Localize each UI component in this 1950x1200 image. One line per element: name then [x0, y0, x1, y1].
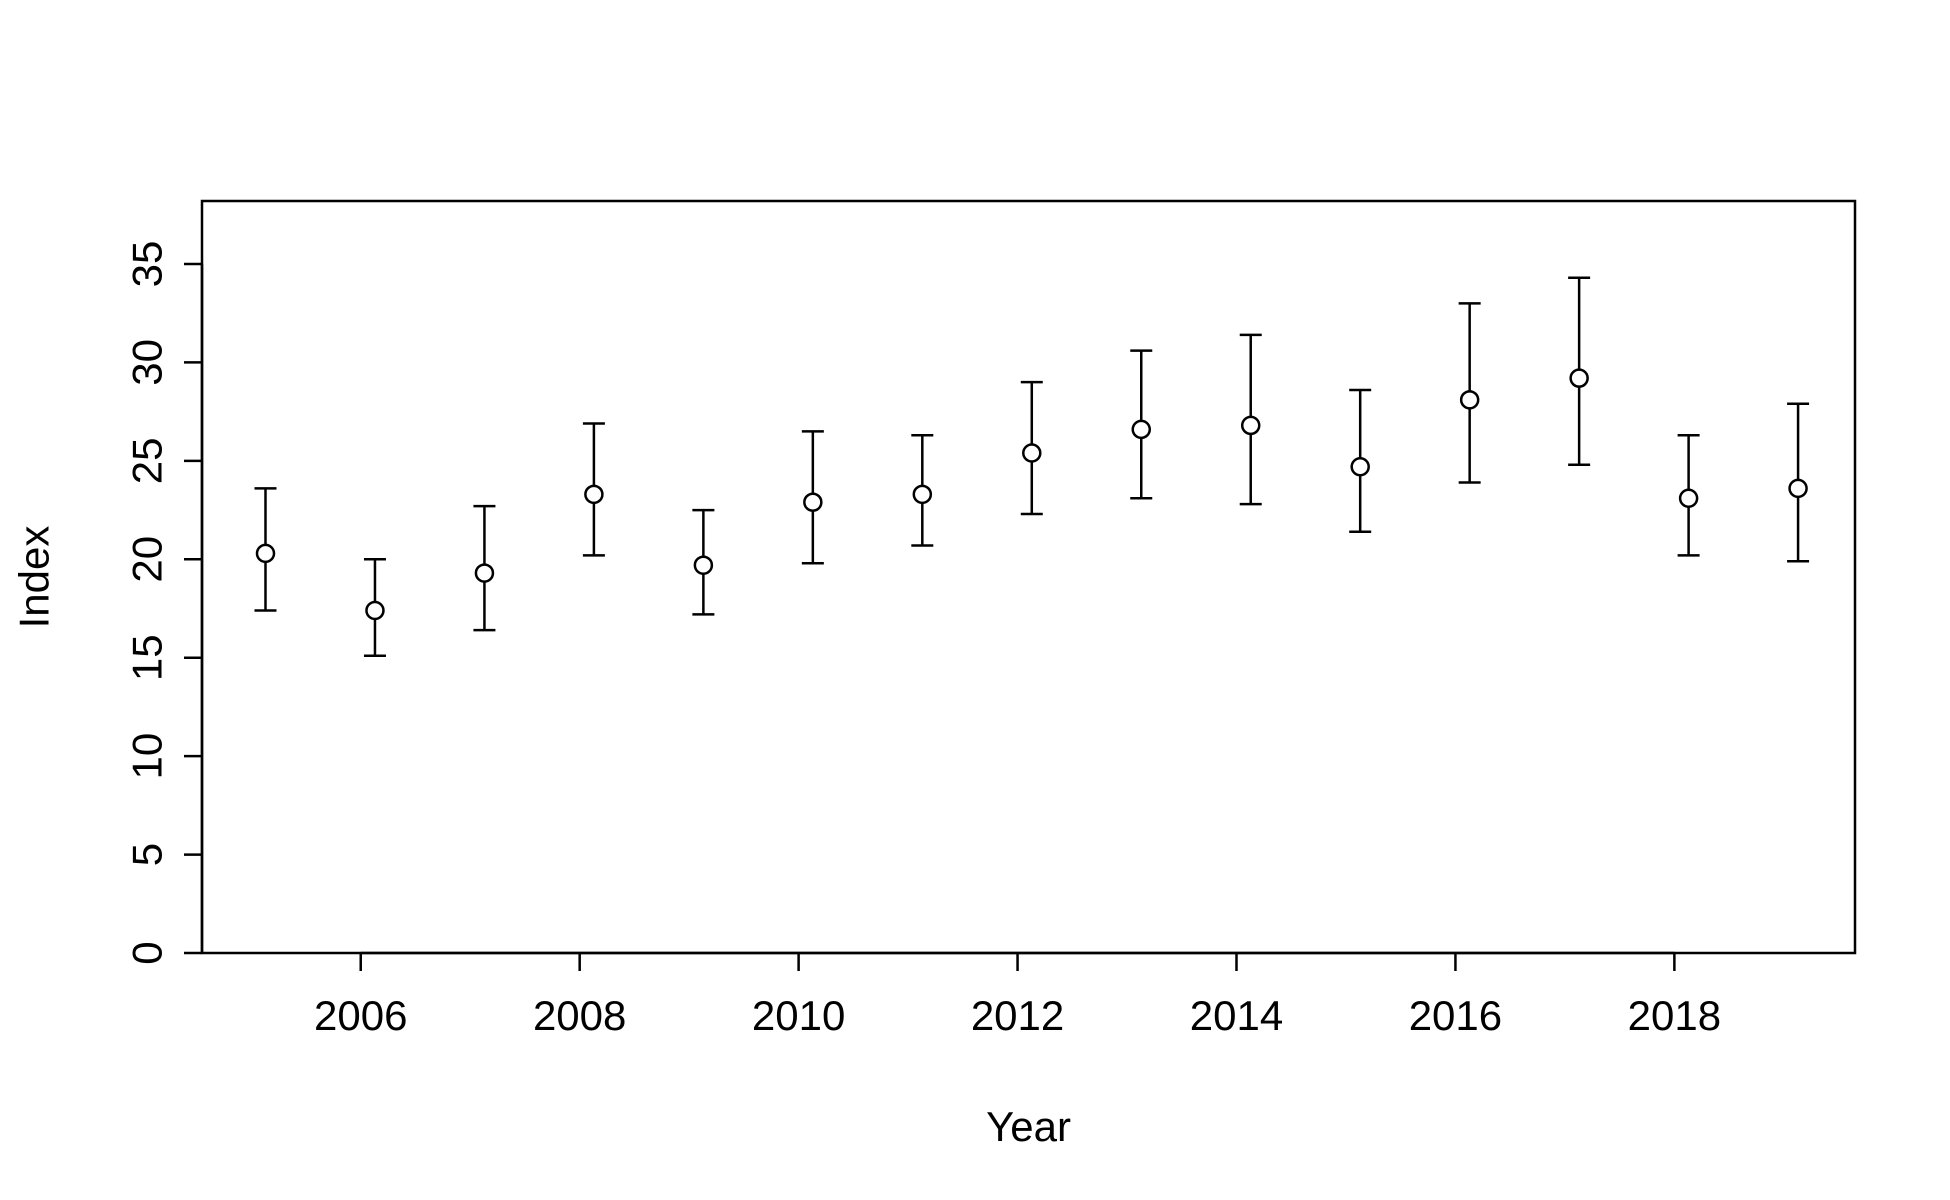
- x-tick-label: 2010: [752, 992, 845, 1039]
- x-tick-label: 2016: [1409, 992, 1502, 1039]
- data-point: [474, 563, 495, 583]
- data-point: [1350, 457, 1370, 477]
- data-point: [1240, 415, 1261, 436]
- y-tick-label: 15: [124, 634, 171, 681]
- y-tick-label: 35: [124, 241, 171, 288]
- data-point: [1131, 419, 1152, 440]
- x-tick-label: 2014: [1190, 992, 1283, 1039]
- data-points: [255, 368, 1808, 621]
- data-point: [1569, 368, 1589, 388]
- plot-frame: [200, 199, 1857, 955]
- y-tick-label: 10: [124, 733, 171, 780]
- data-point: [1678, 488, 1699, 509]
- x-axis-label: Year: [986, 1103, 1071, 1150]
- x-axis: 2006 2008 2010 2012 2014 2016 2018: [314, 951, 1721, 1039]
- x-tick-label: 2008: [533, 992, 626, 1039]
- y-axis-label: Index: [11, 526, 58, 629]
- data-point: [693, 555, 714, 575]
- data-point: [584, 484, 604, 505]
- data-point: [803, 492, 823, 512]
- data-point: [1459, 390, 1480, 410]
- y-tick-label: 20: [124, 536, 171, 583]
- data-point: [1022, 443, 1042, 463]
- x-tick-label: 2012: [971, 992, 1064, 1039]
- x-tick-label: 2018: [1628, 992, 1721, 1039]
- data-point: [365, 600, 385, 621]
- data-point: [255, 543, 276, 564]
- y-tick-label: 30: [124, 339, 171, 386]
- y-tick-label: 5: [124, 843, 171, 866]
- x-tick-label: 2006: [314, 992, 407, 1039]
- data-point: [912, 484, 933, 505]
- y-axis: 0 5 10 15 20 25 30 35: [124, 241, 204, 965]
- y-tick-label: 25: [124, 437, 171, 484]
- error-bars: [254, 276, 1810, 657]
- data-point: [1788, 478, 1808, 499]
- y-tick-label: 0: [124, 941, 171, 964]
